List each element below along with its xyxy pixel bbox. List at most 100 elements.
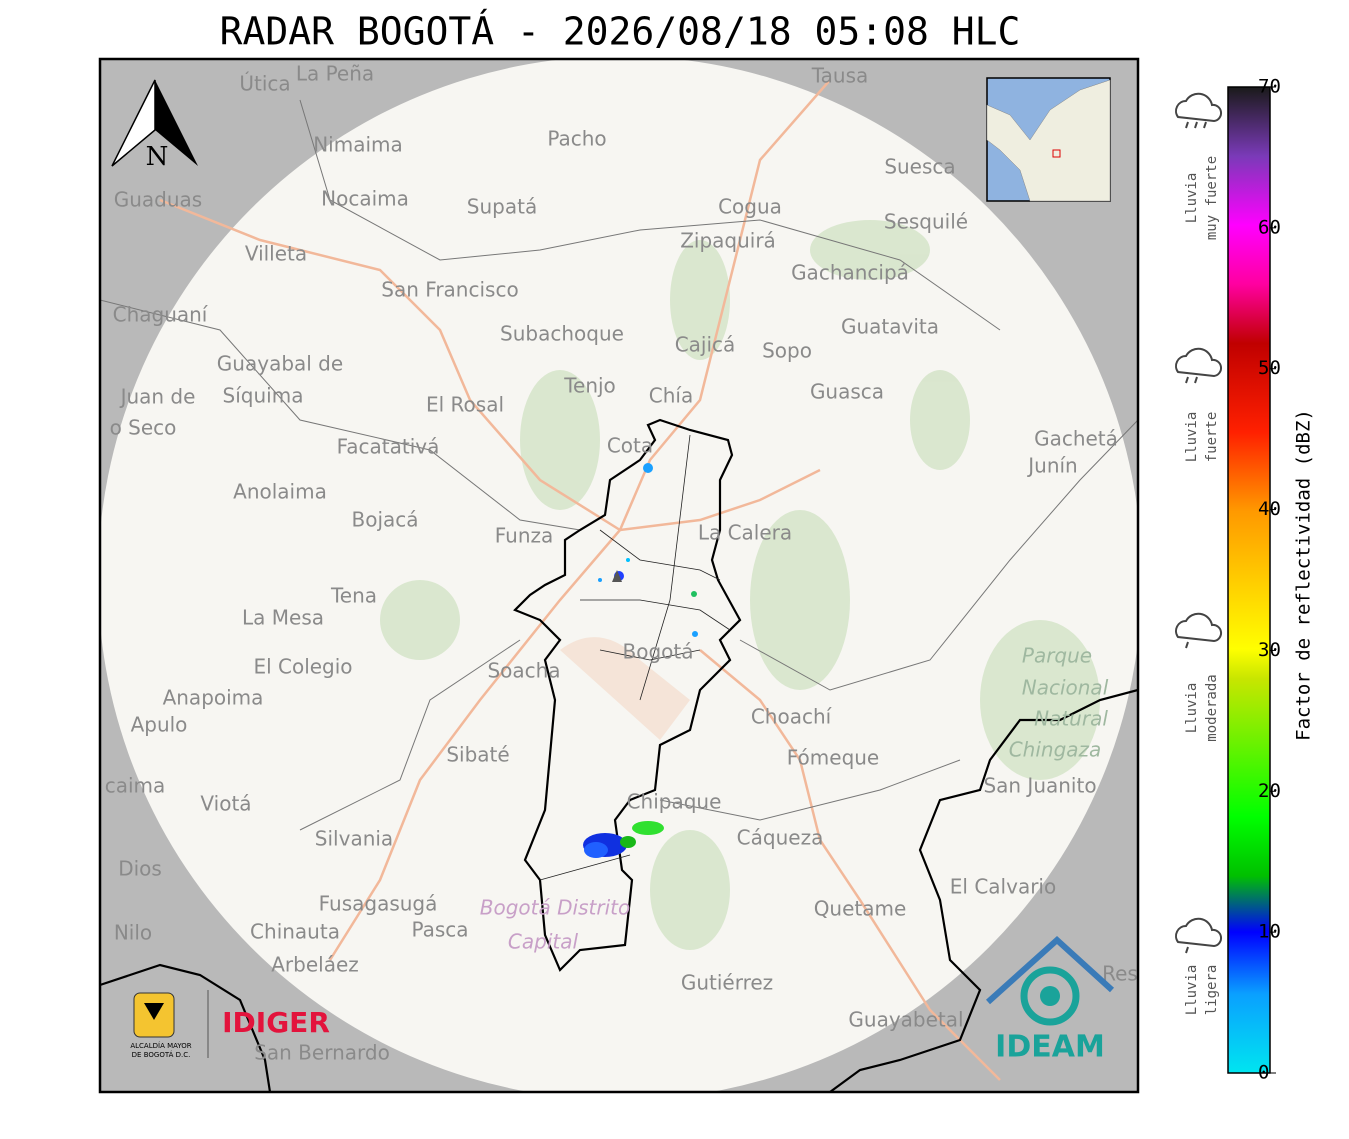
alcaldia-text: DE BOGOTÁ D.C. [132, 1050, 191, 1059]
locality-lines [539, 434, 731, 881]
place-label: Natural [1034, 707, 1108, 731]
legend-label: Lluvia [1184, 173, 1200, 224]
place-label: Parque [1022, 644, 1092, 668]
place-label: Sibaté [446, 743, 509, 767]
place-label: Choachí [751, 705, 833, 729]
colorbar-tick-label: 70 [1258, 76, 1281, 98]
colorbar-tick-label: 50 [1258, 357, 1281, 379]
idiger-logo: IDIGER [222, 1006, 330, 1039]
municipal-boundaries [100, 99, 1138, 831]
place-label: Arbeláez [271, 953, 359, 977]
legend-label: Lluvia [1184, 683, 1200, 734]
place-label: Tausa [811, 64, 869, 88]
place-label: San Bernardo [254, 1041, 390, 1065]
place-label: Chingaza [1009, 738, 1102, 762]
roads [159, 79, 1001, 1081]
title: RADAR BOGOTÁ - 2026/08/18 05:08 HLC [220, 10, 1021, 54]
place-label: Zipaquirá [680, 229, 776, 253]
place-label: Anapoima [163, 686, 264, 710]
colorbar-label: Factor de reflectividad (dBZ) [1293, 409, 1315, 741]
terrain [380, 220, 1100, 950]
alcaldia-logo: ALCALDÍA MAYOR DE BOGOTÁ D.C. IDIGER [130, 990, 330, 1059]
rain-drop [1185, 946, 1189, 954]
map-frame [98, 57, 1140, 1094]
place-label: Bogotá Distrito [480, 896, 630, 920]
map-area: Útica La Peña Tausa Pacho Nimaima Suesca Guadu… [100, 59, 1138, 1092]
place-label: Funza [495, 524, 554, 548]
place-label: Síquima [223, 384, 304, 408]
place-label: Viotá [200, 792, 251, 816]
place-label: Pacho [547, 127, 606, 151]
place-label: Chinauta [250, 920, 340, 944]
rain-icon [1175, 92, 1223, 123]
place-label: Junín [1026, 454, 1077, 478]
rain-icon [1175, 917, 1223, 948]
ideam-logo: IDEAM [985, 935, 1115, 1065]
north-label: N [146, 142, 169, 172]
place-label: Fómeque [787, 746, 880, 770]
place-label: o Seco [110, 416, 177, 440]
place-label: Chía [649, 384, 693, 408]
rain-drop [1185, 641, 1189, 649]
legend-label: moderada [1204, 674, 1220, 741]
place-label: San Francisco [381, 278, 518, 302]
district-boundary [100, 418, 1138, 1092]
place-label: San Juanito [983, 774, 1096, 798]
legend-label: muy fuerte [1204, 156, 1220, 240]
place-label: Cogua [718, 195, 782, 219]
place-label: Nacional [1022, 676, 1109, 700]
place-labels: Útica La Peña Tausa Pacho Nimaima Suesca Guadu… [105, 62, 1138, 1065]
place-label: Bojacá [351, 508, 418, 532]
colorbar [1227, 86, 1271, 1074]
alcaldia-text: ALCALDÍA MAYOR [130, 1041, 191, 1050]
rain-icon [1175, 347, 1223, 378]
place-label: Gachetá [1034, 427, 1118, 451]
place-label: Guaduas [114, 188, 202, 212]
place-label: Chaguaní [113, 303, 209, 327]
place-label: Chipaque [627, 790, 722, 814]
rain-icon [1175, 612, 1223, 643]
colorbar-tick-label: 30 [1258, 639, 1281, 661]
colorbar-tick-label: 20 [1258, 780, 1281, 802]
place-label: Subachoque [500, 322, 624, 346]
place-label: El Colegio [253, 655, 352, 679]
place-label: Fusagasugá [319, 892, 438, 916]
place-label: Apulo [131, 713, 188, 737]
place-label: Sopo [762, 339, 812, 363]
rain-drop [1194, 121, 1198, 129]
place-label: La Mesa [242, 606, 324, 630]
place-label: Suesca [884, 155, 955, 179]
colorbar-tick-label: 40 [1258, 498, 1281, 520]
radar-site [612, 570, 622, 582]
place-label: Cajicá [675, 333, 736, 357]
place-label: Nocaima [321, 187, 409, 211]
inset-map [986, 77, 1111, 202]
place-label: Anolaima [233, 480, 327, 504]
urban-area [560, 637, 690, 740]
rain-drop [1194, 376, 1198, 384]
place-label: Tenjo [563, 374, 616, 398]
place-label: Bogotá [623, 640, 694, 664]
colorbar-tick-label: 0 [1258, 1062, 1269, 1084]
place-label: Nimaima [313, 133, 403, 157]
place-label: Silvania [315, 827, 393, 851]
place-label: Villeta [245, 242, 307, 266]
place-label: Gutiérrez [681, 971, 773, 995]
place-label: Pasca [411, 918, 468, 942]
rain-drop [1185, 121, 1189, 129]
place-label: Sesquilé [884, 210, 968, 234]
legend-label: Lluvia [1184, 412, 1200, 463]
place-label: Cáqueza [737, 826, 824, 850]
legend-label: ligera [1204, 965, 1220, 1016]
place-label: Cota [607, 434, 653, 458]
radar-echoes [583, 463, 698, 858]
legend-label: Lluvia [1184, 965, 1200, 1016]
place-label: caima [105, 774, 166, 798]
legend-label: fuerte [1204, 412, 1220, 463]
place-label: El Calvario [950, 875, 1056, 899]
place-label: Quetame [814, 897, 907, 921]
rain-drop [1185, 376, 1189, 384]
colorbar-tick-label: 60 [1258, 216, 1281, 238]
